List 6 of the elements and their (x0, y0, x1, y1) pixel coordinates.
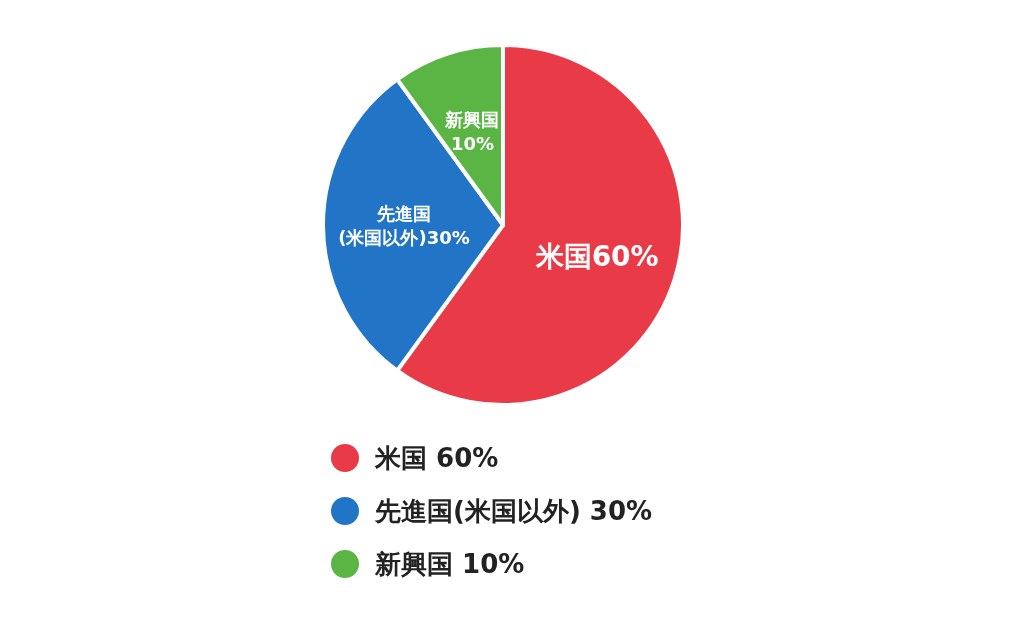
legend-label: 新興国 10% (374, 549, 525, 579)
data-label: 先進国 (米国以外)30% (338, 202, 470, 248)
data-label: 米国60% (534, 239, 659, 273)
legend-label: 米国 60% (374, 443, 499, 473)
data-label: 新興国 10% (444, 108, 500, 154)
legend-label: 先進国(米国以外) 30% (374, 496, 653, 526)
